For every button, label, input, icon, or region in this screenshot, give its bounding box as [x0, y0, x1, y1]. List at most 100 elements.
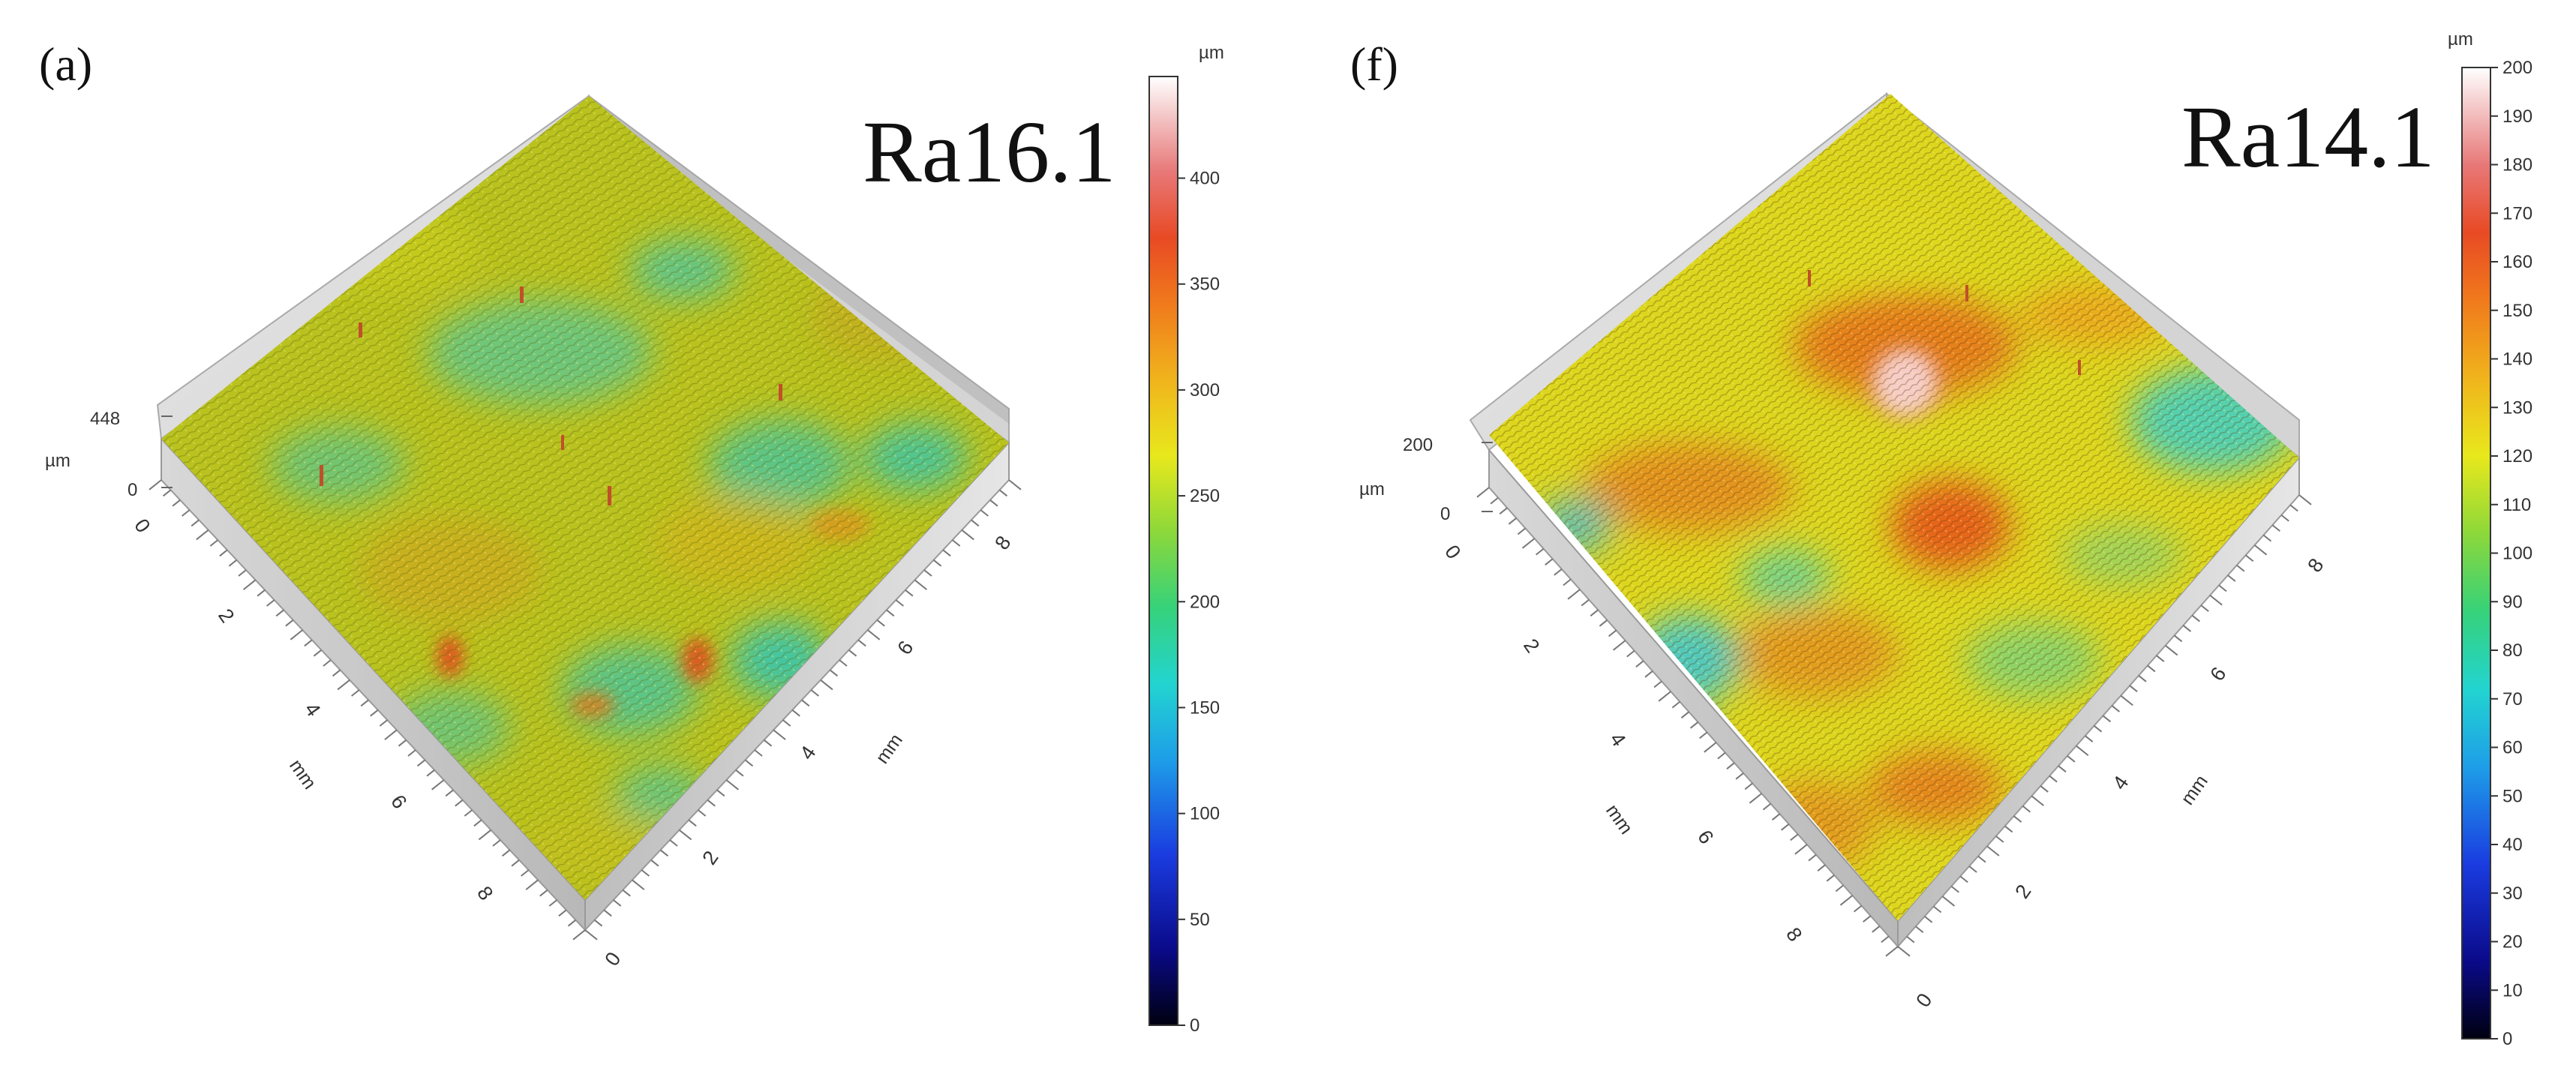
- x-tick-a-8: 8: [473, 882, 497, 904]
- ruler-tick-f-right-33: [2191, 614, 2200, 622]
- ruler-tick-a-right-6: [641, 869, 650, 877]
- ruler-tick-a-right-45: [1008, 479, 1022, 490]
- colorbar-tick-f-130: 130: [2502, 398, 2532, 418]
- ruler-tick-f-left-41: [1853, 904, 1863, 913]
- ruler-tick-a-right-13: [707, 799, 716, 807]
- x-tick-f-8: 8: [1782, 923, 1806, 946]
- ruler-tick-f-left-43: [1872, 926, 1881, 933]
- colorbar-tick-a-0: 0: [1190, 1016, 1199, 1036]
- x-tick-f-4: 4: [1605, 728, 1630, 751]
- ruler-tick-a-right-1: [593, 919, 603, 927]
- ruler-tick-a-left-40: [525, 879, 539, 890]
- ruler-tick-a-right-24: [810, 689, 819, 697]
- ruler-tick-a-left-13: [275, 609, 284, 617]
- ruler-tick-a-right-31: [876, 619, 885, 627]
- ruler-tick-f-right-2: [1915, 926, 1924, 934]
- ruler-tick-a-right-30: [867, 629, 881, 640]
- x-label-f: mm: [1602, 800, 1637, 838]
- ruler-tick-a-left-38: [511, 859, 520, 867]
- z-tick-a-bottom: 0: [128, 480, 137, 500]
- ruler-tick-f-right-34: [2200, 604, 2209, 612]
- ruler-tick-a-left-25: [384, 729, 398, 740]
- ruler-tick-f-left-44: [1881, 935, 1890, 944]
- ruler-tick-f-left-1: [1490, 496, 1499, 505]
- ruler-tick-f-right-32: [2182, 625, 2192, 632]
- ruler-tick-a-left-41: [539, 889, 548, 897]
- ruler-tick-f-left-42: [1863, 915, 1872, 922]
- ruler-tick-a-left-22: [360, 699, 369, 707]
- ruler-tick-f-left-40: [1839, 895, 1854, 906]
- ruler-tick-f-left-6: [1536, 548, 1545, 556]
- ruler-tick-a-right-44: [998, 489, 1008, 497]
- ruler-tick-f-right-8: [1968, 866, 1977, 873]
- ruler-tick-f-right-29: [2156, 655, 2165, 662]
- ruler-tick-a-left-6: [209, 539, 218, 547]
- ruler-tick-f-right-15: [2031, 795, 2044, 806]
- ruler-tick-a-right-2: [603, 909, 612, 917]
- ruler-tick-a-right-35: [914, 579, 928, 590]
- ruler-tick-a-right-42: [980, 509, 989, 517]
- ruler-tick-f-left-13: [1599, 620, 1608, 627]
- ruler-tick-a-left-16: [304, 639, 313, 647]
- y-tick-f-2: 2: [2010, 880, 2035, 903]
- ruler-tick-f-right-4: [1932, 905, 1942, 914]
- ruler-tick-f-right-6: [1950, 885, 1959, 893]
- ruler-tick-f-left-21: [1671, 700, 1680, 709]
- ruler-tick-f-right-19: [2067, 755, 2076, 763]
- ruler-tick-a-right-43: [989, 499, 998, 507]
- ruler-tick-a-left-31: [445, 789, 454, 797]
- ruler-tick-f-left-11: [1581, 598, 1590, 607]
- left-axis-ticks-a: [149, 479, 586, 940]
- ruler-tick-a-right-28: [848, 649, 857, 657]
- panel-label-a: (a): [39, 38, 92, 91]
- ruler-tick-f-left-4: [1517, 527, 1527, 536]
- surface-a: [161, 96, 1009, 900]
- ruler-tick-f-left-7: [1545, 558, 1554, 566]
- x-tick-f-2: 2: [1519, 634, 1544, 657]
- panel-label-f: (f): [1350, 38, 1398, 91]
- ruler-tick-a-left-4: [191, 519, 200, 527]
- ruler-tick-a-left-30: [431, 779, 445, 790]
- ruler-tick-f-right-31: [2173, 634, 2183, 643]
- z-unit-a: µm: [45, 451, 71, 471]
- colorbar-a: µm 0 50 100 150 200 250 300 350 400: [1148, 43, 1224, 1036]
- ruler-tick-f-right-22: [2093, 724, 2103, 733]
- ruler-tick-a-right-22: [791, 709, 800, 717]
- ruler-tick-f-left-27: [1726, 762, 1735, 770]
- ruler-tick-f-left-36: [1808, 854, 1817, 862]
- ruler-tick-f-left-35: [1794, 844, 1808, 855]
- ruler-tick-a-right-4: [622, 889, 631, 897]
- left-axis-ticks-f: [1476, 487, 1899, 957]
- ruler-tick-f-right-39: [2245, 554, 2254, 562]
- ruler-tick-a-left-45: [572, 929, 586, 940]
- ruler-tick-f-right-14: [2022, 805, 2031, 813]
- ruler-tick-f-left-8: [1554, 568, 1563, 576]
- ruler-tick-f-right-16: [2040, 785, 2049, 793]
- x-tick-f-6: 6: [1693, 826, 1718, 848]
- ruler-tick-f-left-31: [1762, 802, 1772, 811]
- ruler-tick-f-left-9: [1563, 578, 1572, 586]
- ruler-tick-f-right-37: [2227, 574, 2236, 582]
- z-axis-f: 200 0 µm: [1359, 435, 1493, 524]
- ruler-tick-a-right-11: [688, 819, 697, 827]
- ruler-tick-f-left-15: [1613, 640, 1626, 651]
- ruler-tick-a-left-5: [196, 529, 209, 541]
- ruler-tick-a-right-10: [678, 829, 692, 841]
- ruler-tick-f-right-43: [2280, 514, 2289, 522]
- ruler-tick-a-left-34: [473, 819, 482, 827]
- ruler-tick-a-left-8: [228, 559, 238, 567]
- ruler-tick-a-right-16: [735, 769, 744, 777]
- y-tick-f-6: 6: [2205, 663, 2230, 686]
- ruler-tick-a-right-8: [659, 849, 669, 857]
- ruler-tick-a-left-11: [257, 589, 266, 597]
- ruler-tick-f-right-36: [2218, 584, 2227, 592]
- ruler-tick-f-left-38: [1826, 874, 1835, 882]
- ruler-tick-f-right-7: [1959, 875, 1968, 884]
- ruler-tick-a-right-33: [895, 599, 904, 607]
- colorbar-tick-f-70: 70: [2502, 689, 2523, 710]
- z-tick-f-top: 200: [1403, 435, 1433, 455]
- colorbar-tick-a-50: 50: [1190, 910, 1210, 930]
- ruler-tick-f-right-40: [2253, 544, 2268, 556]
- y-tick-a-8: 8: [990, 532, 1015, 554]
- y-tick-f-8: 8: [2303, 554, 2328, 577]
